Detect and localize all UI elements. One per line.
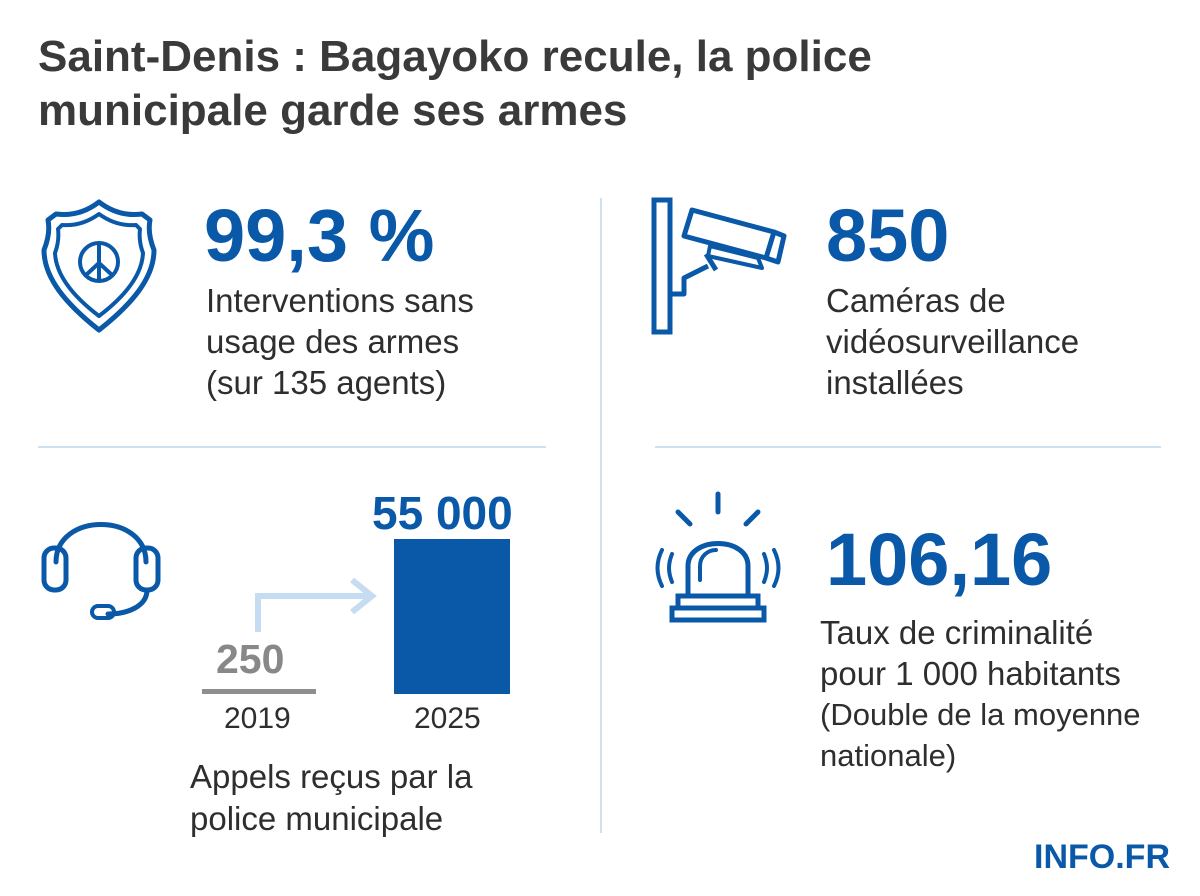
weapons-stat-value: 99,3 % [204, 194, 435, 277]
value-label-2019: 250 [216, 636, 285, 682]
crime-desc-line-2: pour 1 000 habitants [820, 655, 1121, 692]
title-line-2: municipale garde ses armes [38, 86, 628, 135]
weapons-desc-line-3: (sur 135 agents) [206, 364, 447, 401]
calls-desc-line-2: police municipale [190, 800, 444, 837]
crime-note-line-2: nationale) [820, 738, 957, 773]
value-label-2025: 55 000 [372, 487, 513, 539]
cameras-desc-line-3: installées [826, 364, 964, 401]
horizontal-divider-right [655, 446, 1161, 448]
cctv-camera-icon [651, 197, 787, 335]
category-label-2025: 2025 [414, 702, 481, 735]
cameras-desc-line-2: vidéosurveillance [826, 323, 1080, 360]
brand-logo: INFO.FR [1034, 838, 1170, 876]
weapons-stat-description: Interventions sans usage des armes (sur … [206, 280, 474, 403]
crime-desc-line-1: Taux de criminalité [820, 614, 1094, 651]
crime-stat-description: Taux de criminalité pour 1 000 habitants… [820, 612, 1141, 776]
weapons-desc-line-1: Interventions sans [206, 282, 474, 319]
crime-note-line-1: (Double de la moyenne [820, 697, 1141, 732]
page-title: Saint-Denis : Bagayoko recule, la police… [38, 30, 1158, 138]
growth-arrow-icon [255, 577, 377, 632]
bar-2025 [394, 539, 510, 694]
calls-desc-line-1: Appels reçus par la [190, 758, 473, 795]
cameras-stat-description: Caméras de vidéosurveillance installées [826, 280, 1079, 403]
crime-stat-value: 106,16 [826, 518, 1053, 601]
category-label-2019: 2019 [224, 702, 291, 735]
cameras-stat-value: 850 [826, 194, 950, 277]
weapons-desc-line-2: usage des armes [206, 323, 460, 360]
headset-icon [41, 522, 161, 620]
title-line-1: Saint-Denis : Bagayoko recule, la police [38, 32, 872, 81]
vertical-divider [600, 198, 602, 833]
calls-stat-description: Appels reçus par la police municipale [190, 756, 472, 840]
siren-icon [655, 491, 781, 623]
horizontal-divider-left [38, 446, 546, 448]
police-badge-peace-icon [41, 199, 157, 333]
bar-2019 [202, 689, 316, 694]
cameras-desc-line-1: Caméras de [826, 282, 1006, 319]
